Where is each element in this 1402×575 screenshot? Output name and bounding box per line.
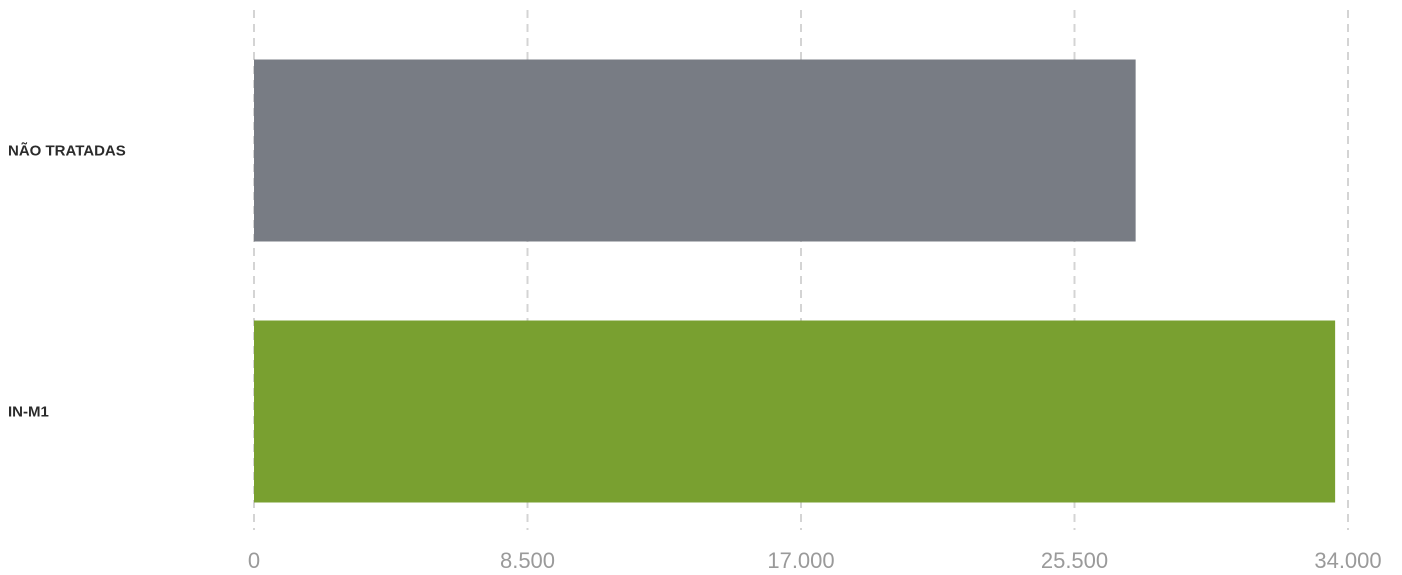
bars bbox=[254, 59, 1336, 503]
x-tick-label: 34.000 bbox=[1314, 548, 1381, 573]
x-tick-labels: 0 8.500 17.000 25.500 34.000 bbox=[248, 548, 1382, 573]
category-labels: NÃO TRATADAS IN-M1 bbox=[8, 142, 126, 421]
x-tick-label: 0 bbox=[248, 548, 260, 573]
bar bbox=[254, 320, 1336, 503]
bar bbox=[254, 59, 1136, 242]
x-tick-label: 17.000 bbox=[767, 548, 834, 573]
category-label: IN-M1 bbox=[8, 404, 49, 421]
x-tick-label: 25.500 bbox=[1041, 548, 1108, 573]
x-tick-label: 8.500 bbox=[500, 548, 555, 573]
category-label: NÃO TRATADAS bbox=[8, 142, 126, 160]
